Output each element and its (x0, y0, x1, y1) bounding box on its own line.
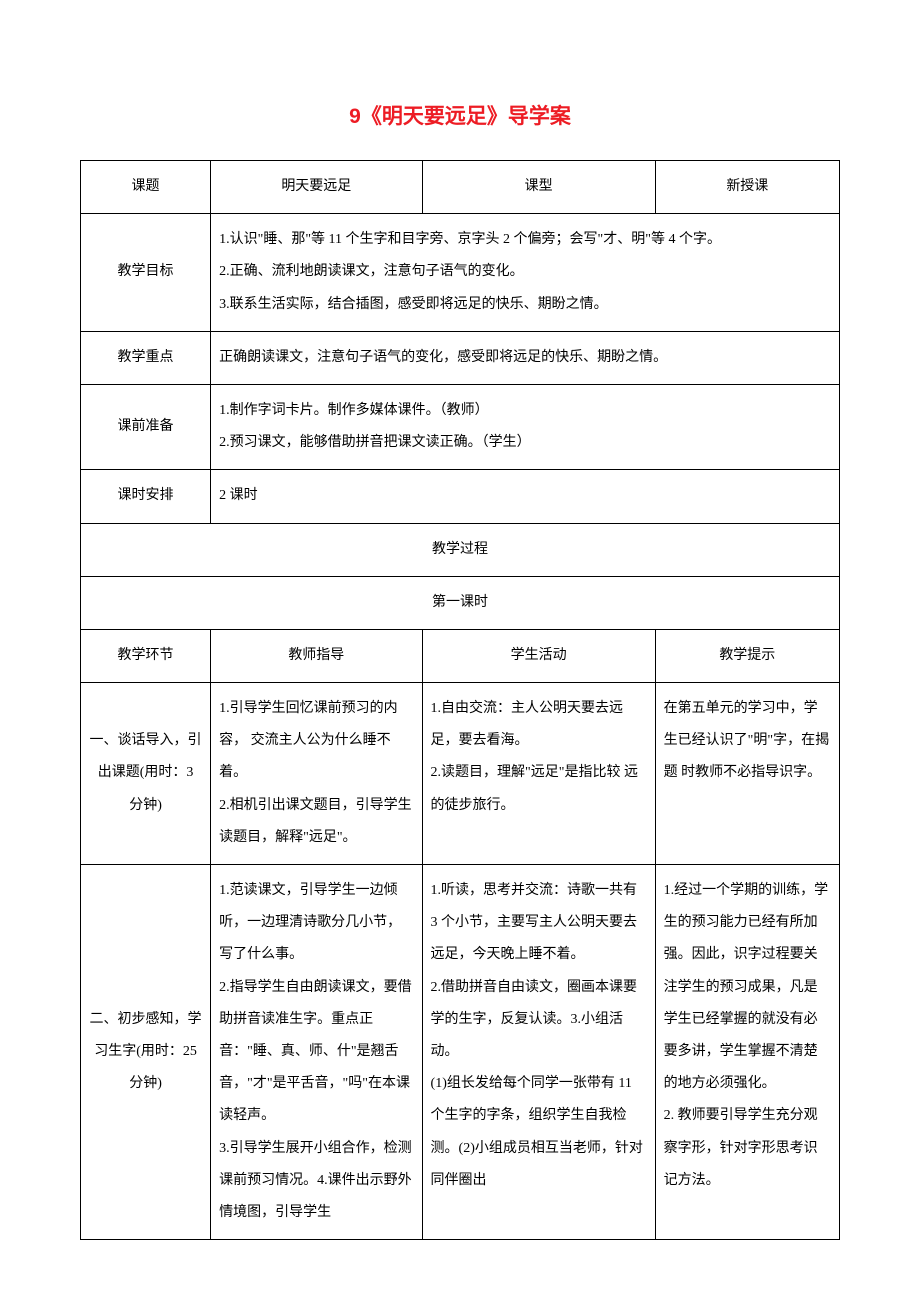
goals-label: 教学目标 (81, 214, 211, 332)
header-row: 课题 明天要远足 课型 新授课 (81, 161, 840, 214)
schedule-label: 课时安排 (81, 470, 211, 523)
segment-2-student: 1.听读，思考并交流：诗歌一共有 3 个小节，主要写主人公明天要去远足，今天晚上… (422, 865, 655, 1240)
col-header-1: 教学环节 (81, 629, 211, 682)
segment-1-tips: 在第五单元的学习中，学生已经认识了"明"字，在揭题 时教师不必指导识字。 (655, 683, 839, 865)
segment-2-tips: 1.经过一个学期的训练，学生的预习能力已经有所加强。因此，识字过程要关注学生的预… (655, 865, 839, 1240)
schedule-content: 2 课时 (211, 470, 840, 523)
segment-1-label: 一、谈话导入，引出课题(用时：3 分钟) (81, 683, 211, 865)
process-header-row: 教学过程 (81, 523, 840, 576)
lesson1-header: 第一课时 (81, 576, 840, 629)
topic-value: 明天要远足 (211, 161, 422, 214)
type-value: 新授课 (655, 161, 839, 214)
col-header-2: 教师指导 (211, 629, 422, 682)
lesson-plan-table: 课题 明天要远足 课型 新授课 教学目标 1.认识"睡、那"等 11 个生字和目… (80, 160, 840, 1240)
goals-row: 教学目标 1.认识"睡、那"等 11 个生字和目字旁、京字头 2 个偏旁；会写"… (81, 214, 840, 332)
table-row: 二、初步感知，学习生字(用时：25 分钟) 1.范读课文，引导学生一边倾听，一边… (81, 865, 840, 1240)
process-header: 教学过程 (81, 523, 840, 576)
focus-label: 教学重点 (81, 331, 211, 384)
type-label: 课型 (422, 161, 655, 214)
segment-1-student: 1.自由交流：主人公明天要去远足，要去看海。2.读题目，理解"远足"是指比较 远… (422, 683, 655, 865)
goals-content: 1.认识"睡、那"等 11 个生字和目字旁、京字头 2 个偏旁；会写"才、明"等… (211, 214, 840, 332)
table-row: 一、谈话导入，引出课题(用时：3 分钟) 1.引导学生回忆课前预习的内容， 交流… (81, 683, 840, 865)
col-header-3: 学生活动 (422, 629, 655, 682)
segment-2-teacher: 1.范读课文，引导学生一边倾听，一边理清诗歌分几小节，写了什么事。2.指导学生自… (211, 865, 422, 1240)
segment-1-teacher: 1.引导学生回忆课前预习的内容， 交流主人公为什么睡不着。2.相机引出课文题目，… (211, 683, 422, 865)
prep-row: 课前准备 1.制作字词卡片。制作多媒体课件。（教师）2.预习课文，能够借助拼音把… (81, 384, 840, 469)
columns-row: 教学环节 教师指导 学生活动 教学提示 (81, 629, 840, 682)
schedule-row: 课时安排 2 课时 (81, 470, 840, 523)
prep-content: 1.制作字词卡片。制作多媒体课件。（教师）2.预习课文，能够借助拼音把课文读正确… (211, 384, 840, 469)
col-header-4: 教学提示 (655, 629, 839, 682)
lesson1-header-row: 第一课时 (81, 576, 840, 629)
document-title: 9《明天要远足》导学案 (80, 100, 840, 130)
focus-content: 正确朗读课文，注意句子语气的变化，感受即将远足的快乐、期盼之情。 (211, 331, 840, 384)
prep-label: 课前准备 (81, 384, 211, 469)
segment-2-label: 二、初步感知，学习生字(用时：25 分钟) (81, 865, 211, 1240)
topic-label: 课题 (81, 161, 211, 214)
focus-row: 教学重点 正确朗读课文，注意句子语气的变化，感受即将远足的快乐、期盼之情。 (81, 331, 840, 384)
